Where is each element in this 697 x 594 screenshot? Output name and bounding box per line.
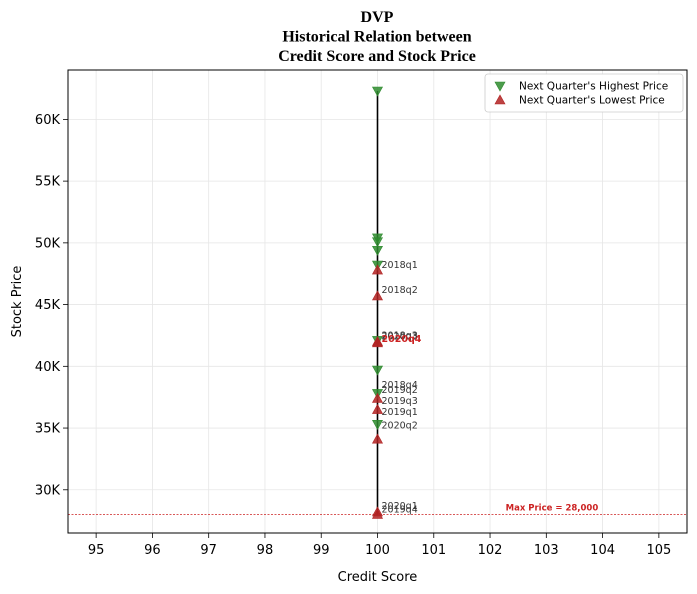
quarter-annotation: 2019q4 xyxy=(382,505,418,516)
x-tick-label: 96 xyxy=(144,543,161,558)
chart-title-line: Historical Relation between xyxy=(282,29,471,46)
low-price-marker xyxy=(371,403,384,414)
legend-label: Next Quarter's Lowest Price xyxy=(519,95,665,107)
y-tick-label: 50K xyxy=(35,236,61,251)
legend-box xyxy=(484,73,684,113)
x-tick-label: 98 xyxy=(257,543,274,558)
low-price-marker xyxy=(371,433,384,444)
y-tick-label: 55K xyxy=(35,175,61,190)
chart-title-line: Credit Score and Stock Price xyxy=(278,48,476,65)
x-tick-label: 104 xyxy=(590,543,615,558)
low-price-marker xyxy=(371,337,384,348)
low-price-marker xyxy=(371,392,384,403)
quarter-annotation: 2018q4 xyxy=(382,380,418,391)
quarter-annotation: 2019q1 xyxy=(382,407,418,418)
x-tick-label: 103 xyxy=(534,543,559,558)
high-price-marker xyxy=(371,237,384,248)
y-tick-label: 40K xyxy=(35,360,61,375)
reference-lines: Max Price = 28,000 xyxy=(68,90,687,515)
x-tick-label: 95 xyxy=(88,543,105,558)
data-points xyxy=(371,86,384,519)
high-price-marker xyxy=(371,420,384,430)
quarter-annotation: 2019q2 xyxy=(382,385,418,396)
quarter-annotation: 2020q2 xyxy=(382,421,418,432)
y-tick-label: 30K xyxy=(35,483,61,498)
quarter-annotation: 2020q1 xyxy=(382,501,418,512)
max-price-label: Max Price = 28,000 xyxy=(506,503,599,513)
quarter-annotation: 2020q3 xyxy=(382,332,418,343)
quarter-annotation: 2018q1 xyxy=(382,260,418,271)
low-price-marker xyxy=(371,290,384,301)
x-tick-label: 99 xyxy=(313,543,330,558)
quarter-annotation: 2018q3 xyxy=(382,330,418,341)
chart-title-line: DVP xyxy=(361,9,394,26)
x-axis-label: Credit Score xyxy=(338,570,418,585)
x-tick-label: 102 xyxy=(478,543,503,558)
x-tick-label: 101 xyxy=(421,543,446,558)
quarter-annotation: 2020q4 xyxy=(382,334,422,345)
y-tick-label: 45K xyxy=(35,298,61,313)
y-axis-label: Stock Price xyxy=(10,266,25,338)
legend-label: Next Quarter's Highest Price xyxy=(519,81,668,93)
legend: Next Quarter's Highest Price Next Quarter… xyxy=(484,73,684,113)
quarter-annotation: 2019q3 xyxy=(382,396,418,407)
y-tick-label: 60K xyxy=(35,113,61,128)
chart-title: DVP Historical Relation between Credit Sco… xyxy=(278,9,476,65)
y-tick-label: 35K xyxy=(35,422,61,437)
quarter-annotation: 2018q2 xyxy=(382,285,418,296)
high-price-marker xyxy=(371,245,384,256)
axis-ticks: 95 96 97 98 99 100 101 102 103 104 105 30K 35K 40K 45K… xyxy=(35,113,671,558)
x-tick-label: 97 xyxy=(200,543,217,558)
low-price-marker xyxy=(371,508,384,519)
low-price-marker xyxy=(371,264,384,275)
legend-low-marker xyxy=(494,94,506,105)
high-price-marker xyxy=(371,86,384,97)
legend-high-marker xyxy=(494,81,506,92)
high-price-marker xyxy=(371,365,384,376)
x-tick-label: 105 xyxy=(646,543,671,558)
annotations: 2018q12018q22018q32020q32020q42018q42019… xyxy=(382,260,422,515)
x-tick-label: 100 xyxy=(365,543,390,558)
